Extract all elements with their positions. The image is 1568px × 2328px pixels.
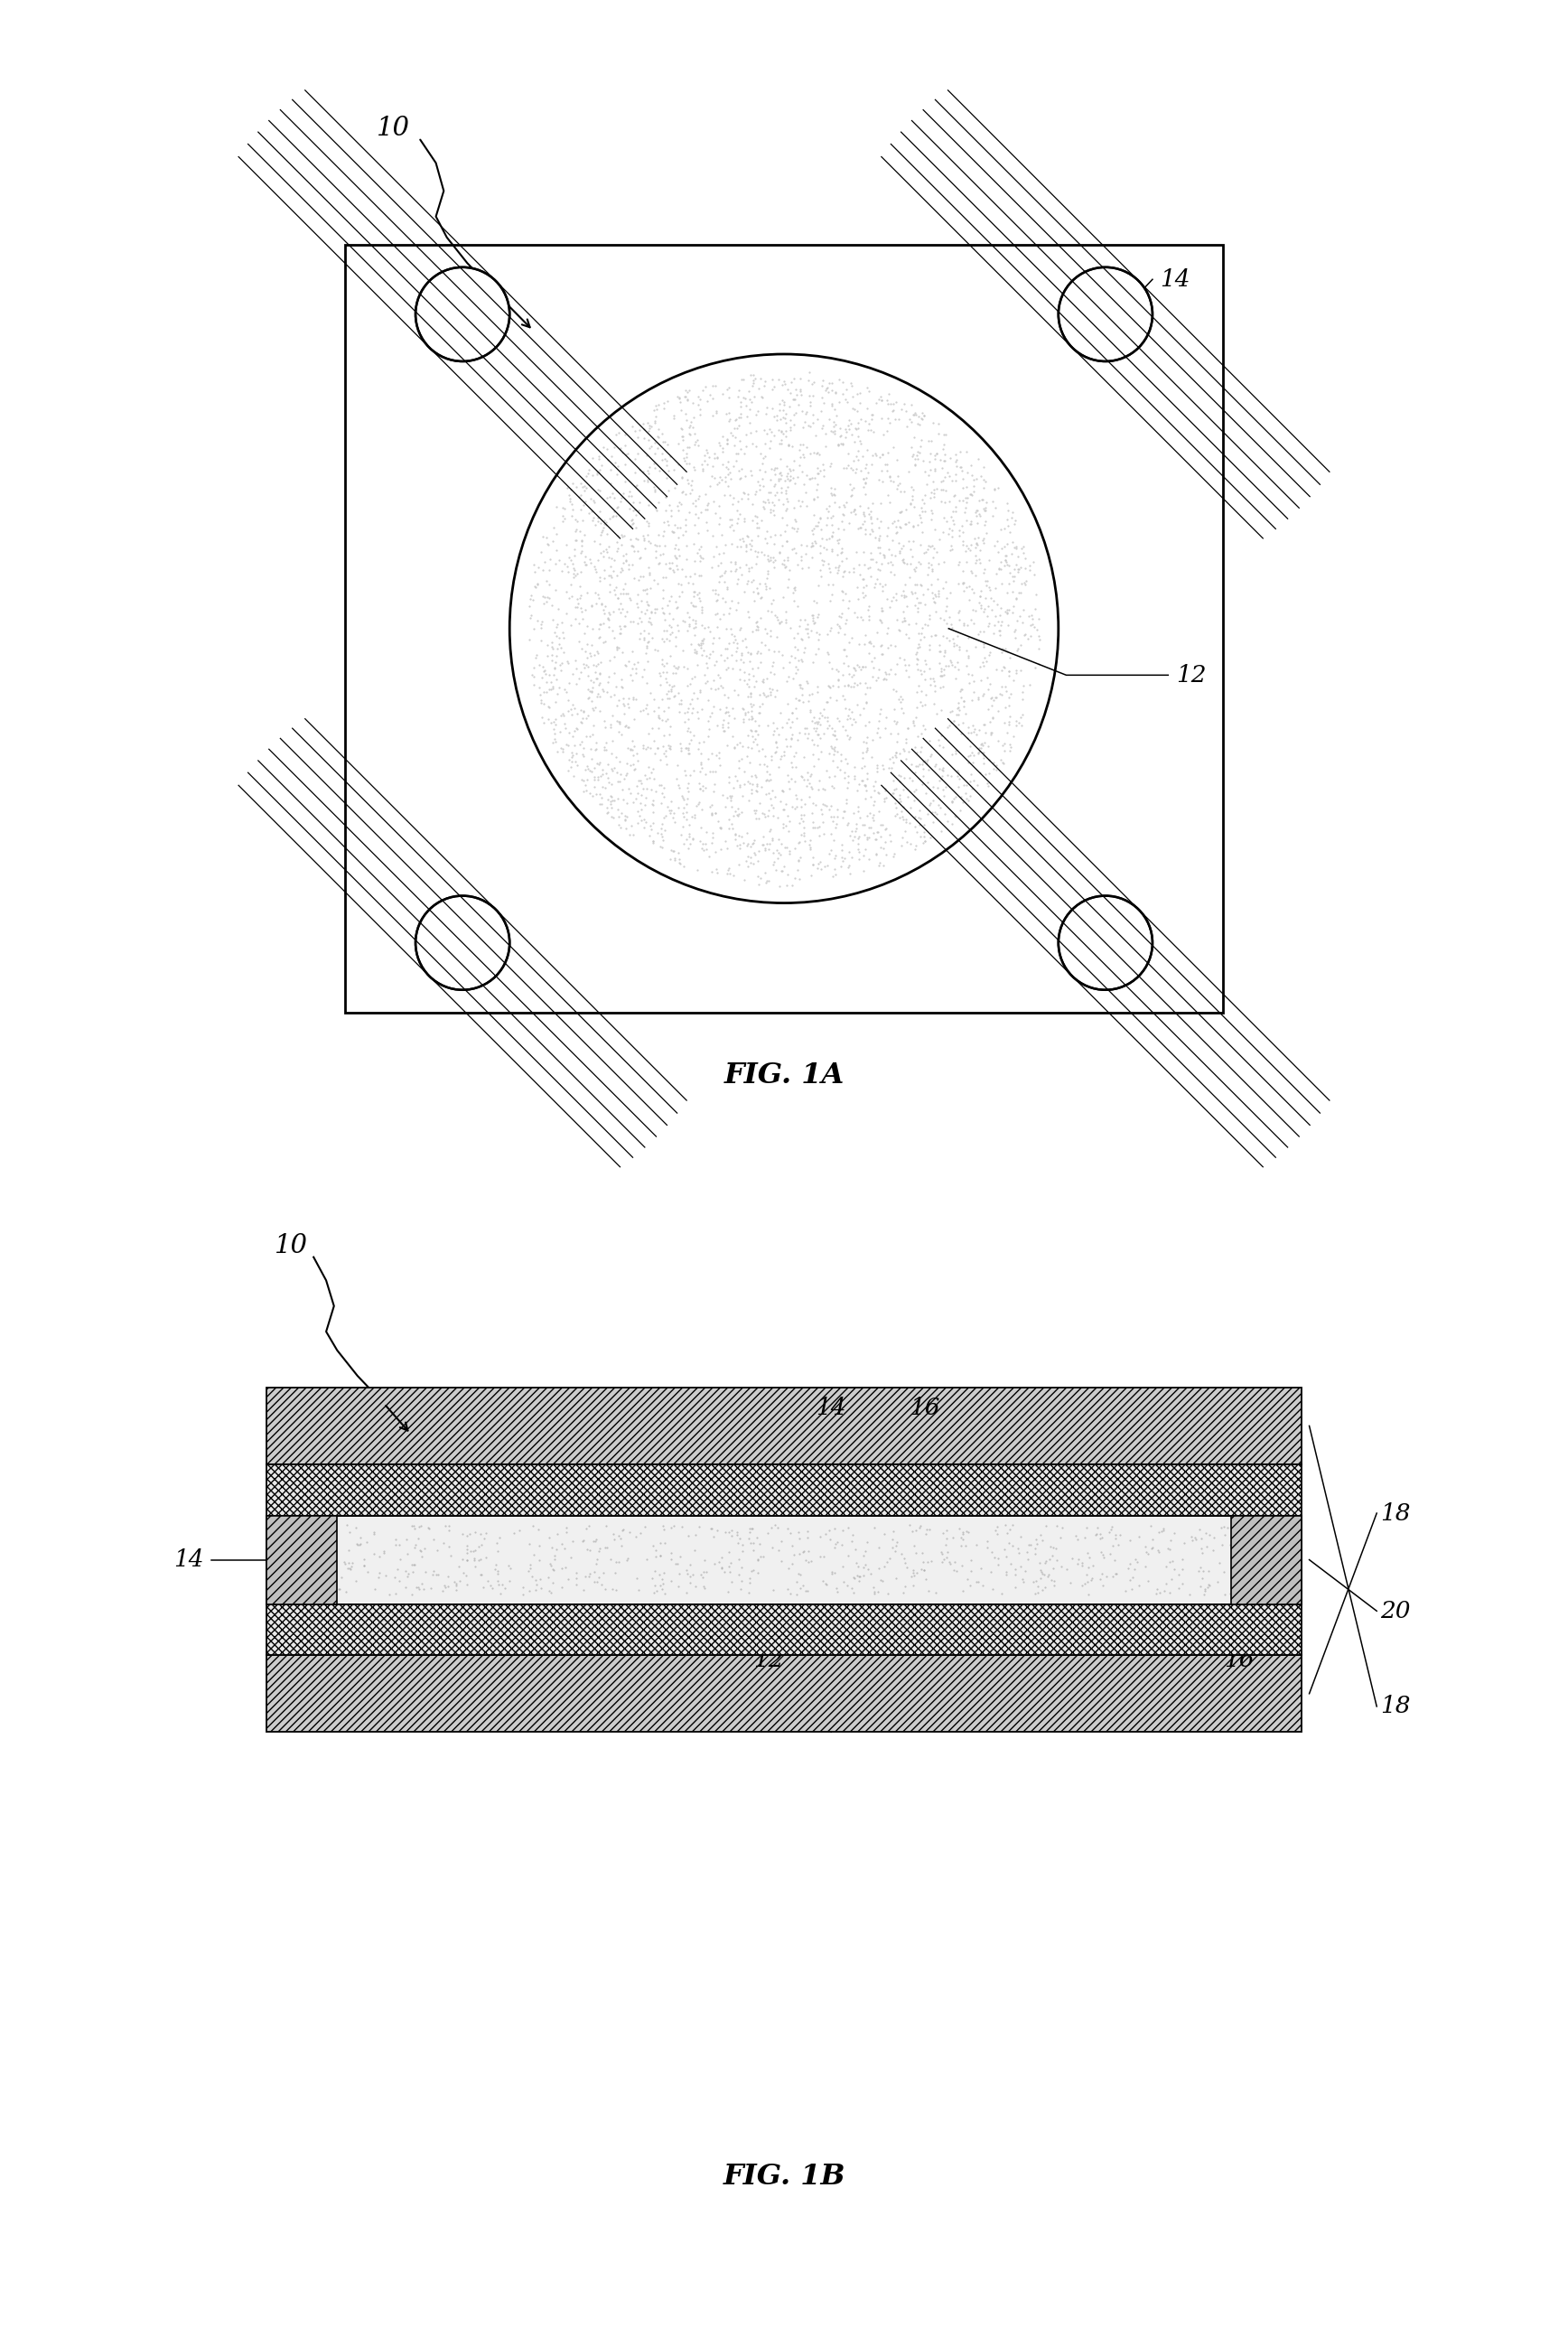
Ellipse shape bbox=[1058, 268, 1152, 361]
Text: 18: 18 bbox=[1380, 1695, 1410, 1718]
Text: 12: 12 bbox=[753, 1648, 784, 1672]
Text: FIG. 1A: FIG. 1A bbox=[724, 1062, 844, 1090]
Text: 10: 10 bbox=[274, 1234, 307, 1257]
Text: 12: 12 bbox=[1176, 663, 1206, 687]
Bar bbox=[267, 1516, 1301, 1604]
Text: FIG. 1B: FIG. 1B bbox=[723, 2163, 845, 2191]
Bar bbox=[1231, 1516, 1301, 1604]
Ellipse shape bbox=[416, 896, 510, 989]
Ellipse shape bbox=[510, 354, 1058, 903]
Bar bbox=[267, 1655, 1301, 1732]
Bar bbox=[345, 244, 1223, 1013]
Bar bbox=[267, 1604, 1301, 1655]
Bar bbox=[267, 1464, 1301, 1516]
Text: 14: 14 bbox=[815, 1397, 847, 1420]
Ellipse shape bbox=[1058, 896, 1152, 989]
Text: 14: 14 bbox=[1160, 268, 1190, 291]
Bar bbox=[267, 1387, 1301, 1464]
Text: 10: 10 bbox=[376, 116, 409, 140]
Text: 18: 18 bbox=[1380, 1502, 1410, 1525]
Text: 16: 16 bbox=[1223, 1648, 1254, 1672]
Text: 16: 16 bbox=[909, 1397, 941, 1420]
Text: 14: 14 bbox=[174, 1548, 204, 1571]
Text: 20: 20 bbox=[1380, 1599, 1410, 1623]
Ellipse shape bbox=[416, 268, 510, 361]
Bar bbox=[267, 1516, 337, 1604]
